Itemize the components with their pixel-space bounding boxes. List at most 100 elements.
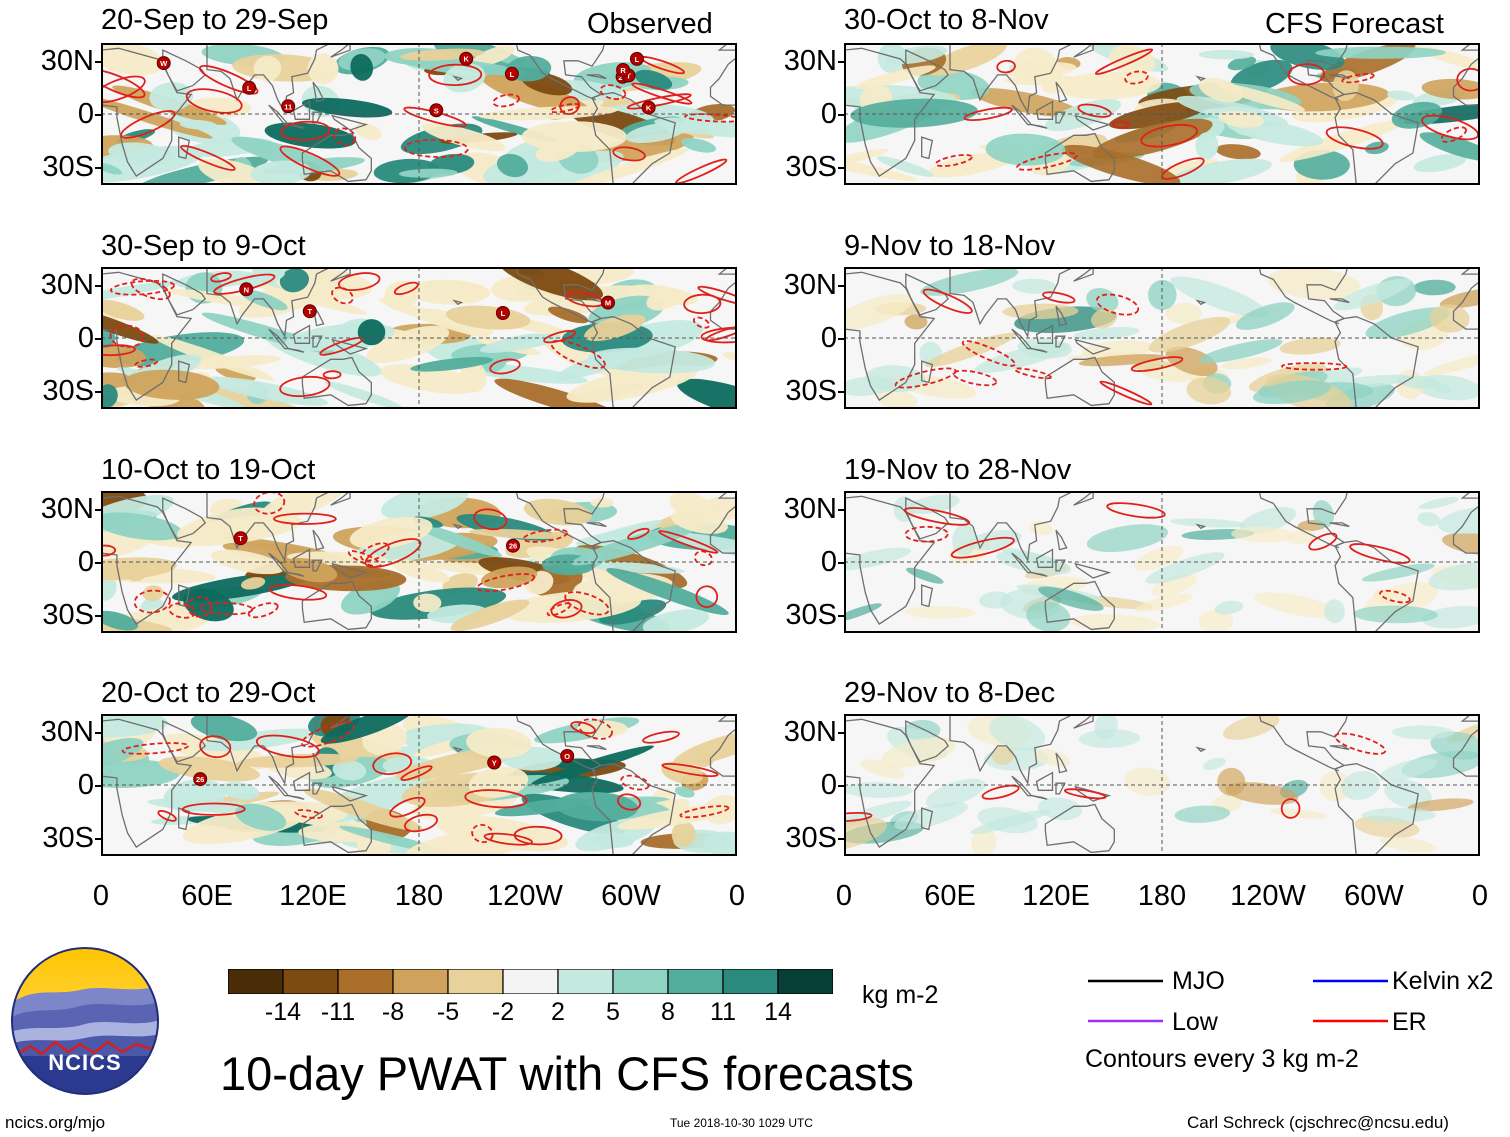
- latitude-tick: [95, 508, 101, 511]
- pwat-positive-anomaly: [1170, 276, 1268, 318]
- pwat-negative-anomaly: [846, 293, 914, 330]
- pwat-negative-anomaly: [103, 344, 146, 369]
- pwat-positive-anomaly: [1419, 496, 1460, 510]
- pwat-negative-anomaly: [103, 45, 164, 76]
- longitude-label: 0: [728, 880, 746, 912]
- latitude-tick: [95, 562, 101, 564]
- forecast-map-panel: [844, 43, 1480, 185]
- coastline: [1452, 728, 1478, 777]
- pwat-negative-anomaly: [1421, 78, 1478, 100]
- coastline: [312, 752, 325, 774]
- latitude-label: 30N: [40, 44, 94, 77]
- er-contour: [180, 144, 236, 171]
- latitude-label: 30S: [785, 151, 837, 184]
- er-contour: [1106, 502, 1166, 519]
- pwat-negative-anomaly: [1216, 82, 1305, 112]
- panel-title: 30-Oct to 8-Nov: [844, 4, 1049, 36]
- coastline: [949, 716, 1072, 786]
- storm-marker: T: [302, 304, 317, 319]
- latitude-label: 0: [820, 322, 837, 354]
- er-contour: [1280, 798, 1301, 819]
- pwat-negative-anomaly: [904, 606, 976, 619]
- coastline: [288, 123, 305, 129]
- pwat-negative-anomaly: [1279, 337, 1341, 355]
- pwat-positive-anomaly: [1413, 279, 1456, 296]
- pwat-negative-anomaly: [103, 299, 145, 321]
- pwat-negative-anomaly: [1002, 303, 1079, 320]
- pwat-positive-anomaly: [1017, 338, 1072, 359]
- latitude-label: 30S: [42, 375, 94, 408]
- pwat-positive-anomaly: [1198, 339, 1283, 364]
- legend-label-kelvin: Kelvin x2: [1392, 967, 1494, 995]
- er-contour: [612, 146, 646, 162]
- pwat-positive-anomaly: [324, 381, 403, 407]
- pwat-negative-anomaly: [142, 585, 164, 602]
- longitude-label: 120W: [1230, 880, 1306, 912]
- pwat-positive-anomaly: [703, 831, 735, 854]
- pwat-negative-anomaly: [970, 87, 1081, 118]
- pwat-positive-anomaly: [1198, 49, 1254, 60]
- pwat-positive-anomaly: [979, 591, 1013, 609]
- longitude-label: 60W: [1344, 880, 1404, 912]
- coastline: [1055, 559, 1066, 572]
- coastline: [949, 45, 1072, 115]
- colorbar-swatch: [722, 968, 779, 995]
- er-contour: [692, 316, 711, 329]
- pwat-negative-anomaly: [1124, 767, 1171, 796]
- coastline: [717, 45, 735, 51]
- er-contour: [642, 730, 680, 744]
- coastline: [330, 493, 351, 506]
- pwat-negative-anomaly: [421, 123, 506, 152]
- er-contour: [1287, 63, 1325, 86]
- pwat-negative-anomaly: [971, 827, 997, 854]
- pwat-negative-anomaly: [992, 745, 1015, 766]
- er-contour: [181, 802, 246, 816]
- er-contour: [185, 88, 243, 114]
- panel-title: 9-Nov to 18-Nov: [844, 230, 1056, 262]
- pwat-negative-anomaly: [1231, 526, 1295, 543]
- coastline: [709, 281, 735, 330]
- coastline: [1195, 523, 1207, 530]
- storm-label: K: [463, 55, 469, 64]
- pwat-positive-anomaly: [1341, 771, 1380, 800]
- coastline: [1035, 324, 1054, 344]
- latitude-label: 30N: [783, 44, 837, 77]
- pwat-positive-anomaly: [1012, 278, 1057, 294]
- pwat-positive-anomaly: [677, 378, 735, 407]
- coastline: [846, 271, 936, 402]
- er-contour: [319, 336, 364, 356]
- pwat-positive-anomaly: [1361, 807, 1436, 823]
- storm-marker: L: [242, 80, 257, 95]
- er-contour: [1014, 367, 1052, 380]
- coastline: [178, 807, 191, 831]
- observed-map-panel: T 26: [101, 491, 737, 633]
- pwat-positive-anomaly: [103, 512, 183, 541]
- pwat-positive-anomaly: [1195, 132, 1219, 160]
- er-contour: [476, 573, 536, 593]
- coastline: [1452, 505, 1478, 554]
- coastline: [1259, 493, 1348, 549]
- pwat-positive-anomaly: [589, 520, 663, 542]
- latitude-label: 0: [77, 546, 94, 578]
- coastline: [1329, 522, 1350, 528]
- coastline: [921, 584, 934, 608]
- colorbar-tick-label: -11: [320, 998, 356, 1026]
- er-contour: [1096, 293, 1140, 316]
- latitude-label: 30S: [785, 599, 837, 632]
- legend-label-er: ER: [1392, 1008, 1427, 1036]
- pwat-negative-anomaly: [904, 314, 928, 330]
- coastline: [288, 347, 305, 353]
- coastline: [292, 771, 311, 791]
- coastline: [1031, 347, 1048, 353]
- coastline: [846, 718, 936, 849]
- longitude-label: 60W: [601, 880, 661, 912]
- pwat-positive-anomaly: [850, 98, 978, 128]
- er-contour: [253, 493, 286, 515]
- longitude-label: 60E: [924, 880, 976, 912]
- latitude-label: 0: [77, 769, 94, 801]
- pwat-negative-anomaly: [174, 355, 281, 370]
- coastline: [1073, 269, 1094, 282]
- pwat-positive-anomaly: [320, 716, 414, 744]
- coastline: [1044, 803, 1115, 854]
- latitude-tick: [95, 785, 101, 787]
